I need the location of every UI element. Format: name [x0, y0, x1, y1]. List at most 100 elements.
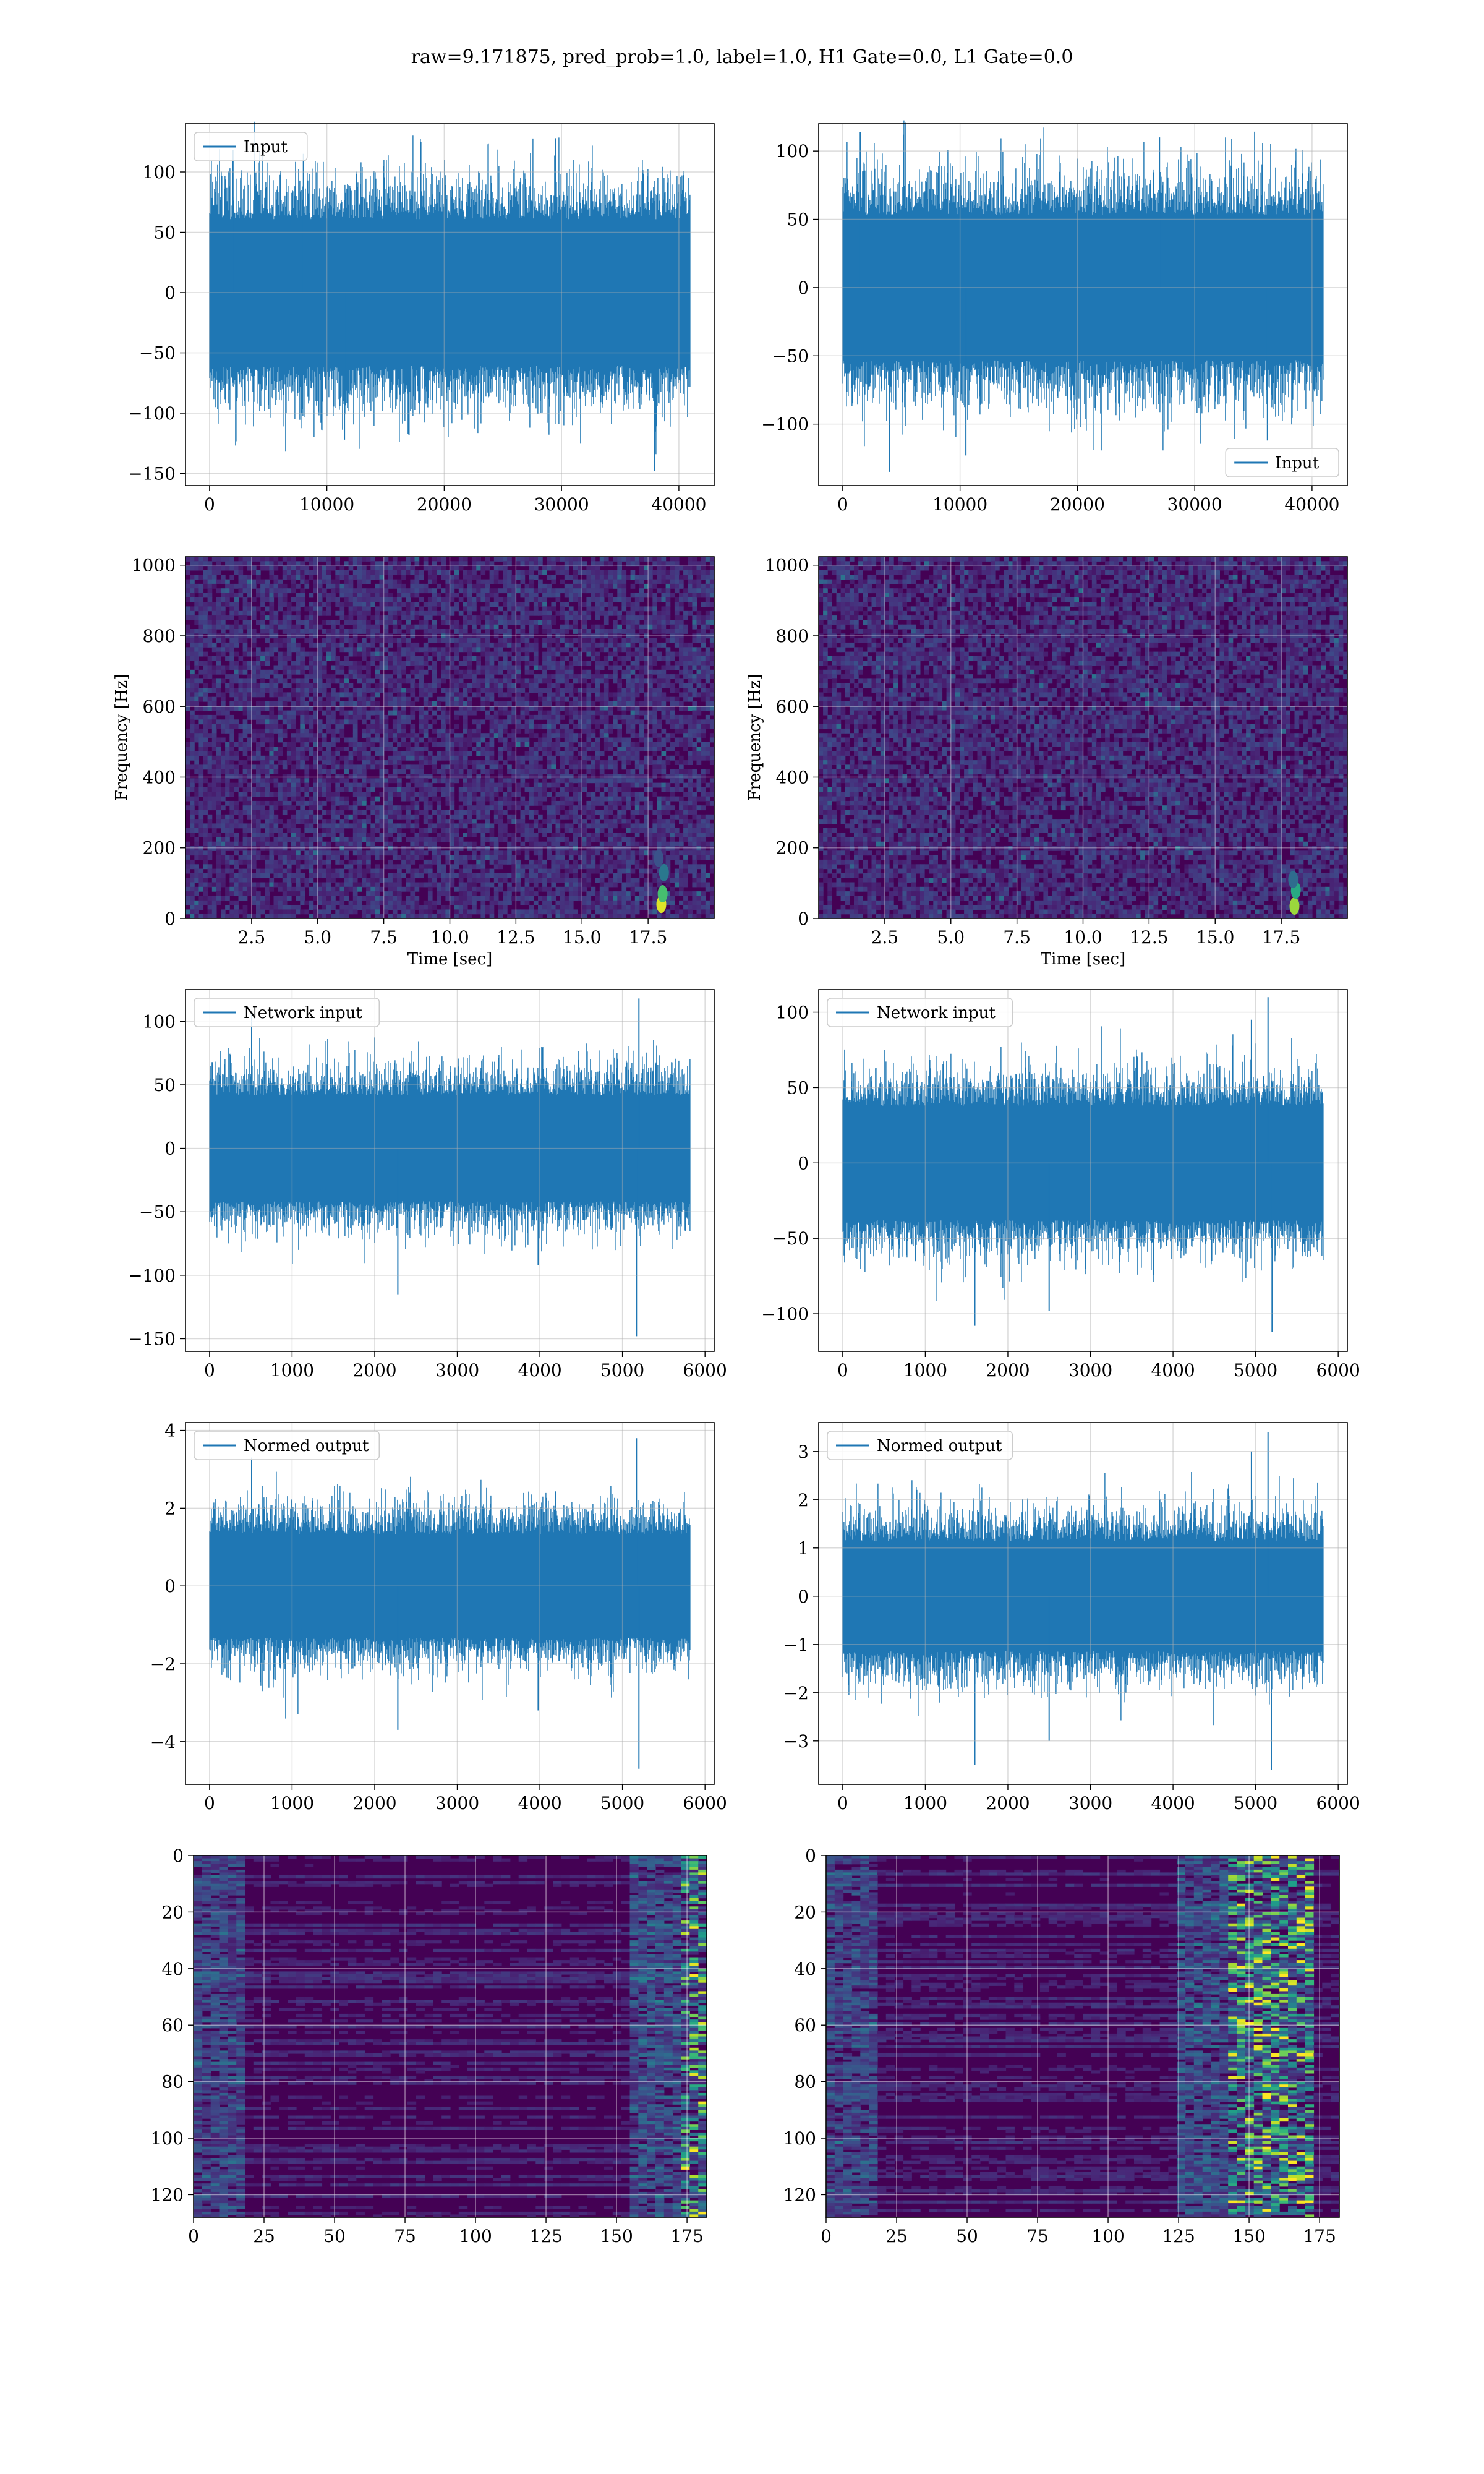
spectrogram-cell: [278, 666, 283, 670]
spectrogram-cell: [234, 905, 239, 910]
spectrogram-cell: [283, 873, 288, 878]
spectrogram-cell: [406, 688, 411, 693]
spectrogram-cell: [397, 787, 402, 792]
spectrogram-cell: [415, 833, 420, 837]
spectrogram-cell: [216, 764, 221, 769]
spectrogram-cell: [494, 805, 499, 810]
spectrogram-cell: [397, 837, 402, 842]
spectrogram-cell: [208, 666, 213, 670]
spectrogram-cell: [239, 724, 244, 729]
spectrogram-cell: [296, 864, 301, 869]
spectrogram-cell: [476, 846, 481, 851]
spectrogram-cell: [322, 896, 327, 901]
spectrogram-cell: [494, 597, 499, 602]
spectrogram-cell: [208, 701, 213, 706]
spectrogram-cell: [529, 729, 534, 734]
spectrogram-cell: [542, 783, 547, 788]
spectrogram-cell: [239, 778, 244, 783]
spectrogram-cell: [229, 774, 234, 779]
spectrogram-cell: [480, 688, 485, 693]
spectrogram-cell: [221, 678, 226, 683]
spectrogram-cell: [265, 606, 270, 611]
spectrogram-cell: [507, 606, 512, 611]
spectrogram-cell: [406, 647, 411, 652]
spectrogram-cell: [278, 883, 283, 888]
spectrogram-cell: [198, 566, 203, 571]
spectrogram-cell: [529, 611, 534, 616]
spectrogram-cell: [260, 683, 265, 688]
spectrogram-cell: [370, 625, 375, 630]
spectrogram-cell: [239, 638, 244, 643]
spectrogram-cell: [467, 783, 472, 788]
spectrogram-cell: [291, 860, 296, 865]
spectrogram-cell: [283, 905, 288, 910]
spectrogram-cell: [186, 909, 190, 914]
spectrogram-cell: [454, 901, 459, 905]
spectrogram-cell: [467, 611, 472, 616]
spectrogram-cell: [186, 692, 190, 697]
spectrogram-cell: [437, 751, 441, 756]
spectrogram-cell: [283, 901, 288, 905]
spectrogram-cell: [521, 828, 526, 833]
spectrogram-cell: [344, 688, 349, 693]
spectrogram-cell: [463, 661, 468, 666]
spectrogram-cell: [349, 864, 354, 869]
spectrogram-cell: [274, 883, 279, 888]
spectrogram-cell: [339, 778, 344, 783]
spectrogram-cell: [318, 719, 323, 724]
spectrogram-cell: [239, 846, 244, 851]
spectrogram-cell: [521, 588, 526, 593]
spectrogram-cell: [291, 855, 296, 860]
spectrogram-cell: [296, 883, 301, 888]
spectrogram-cell: [274, 905, 279, 910]
spectrogram-cell: [186, 769, 190, 774]
spectrogram-cell: [357, 873, 362, 878]
spectrogram-cell: [375, 566, 380, 571]
spectrogram-cell: [287, 666, 292, 670]
spectrogram-cell: [239, 666, 244, 670]
spectrogram-cell: [397, 683, 402, 688]
spectrogram-cell: [274, 701, 279, 706]
spectrogram-cell: [375, 747, 380, 751]
spectrogram-cell: [521, 756, 526, 761]
spectrogram-cell: [410, 792, 415, 797]
spectrogram-cell: [538, 850, 543, 855]
spectrogram-cell: [198, 719, 203, 724]
spectrogram-cell: [401, 719, 406, 724]
spectrogram-cell: [357, 588, 362, 593]
spectrogram-cell: [260, 842, 265, 847]
spectrogram-cell: [525, 823, 530, 828]
spectrogram-cell: [432, 850, 437, 855]
spectrogram-cell: [494, 688, 499, 693]
spectrogram-cell: [463, 751, 468, 756]
spectrogram-cell: [415, 764, 420, 769]
spectrogram-cell: [269, 823, 274, 828]
spectrogram-cell: [370, 738, 375, 743]
spectrogram-cell: [291, 557, 296, 562]
spectrogram-cell: [256, 842, 261, 847]
spectrogram-cell: [485, 760, 490, 765]
spectrogram-cell: [186, 629, 190, 634]
spectrogram-cell: [498, 828, 503, 833]
spectrogram-cell: [534, 647, 539, 652]
spectrogram-cell: [507, 593, 512, 598]
spectrogram-cell: [344, 815, 349, 820]
spectrogram-cell: [375, 719, 380, 724]
spectrogram-cell: [353, 905, 358, 910]
spectrogram-cell: [229, 666, 234, 670]
spectrogram-cell: [441, 778, 446, 783]
spectrogram-cell: [480, 850, 485, 855]
spectrogram-cell: [467, 801, 472, 806]
spectrogram-cell: [485, 661, 490, 666]
spectrogram-cell: [216, 688, 221, 693]
spectrogram-cell: [490, 611, 495, 616]
spectrogram-cell: [287, 855, 292, 860]
spectrogram-cell: [485, 805, 490, 810]
spectrogram-cell: [190, 638, 195, 643]
spectrogram-cell: [309, 638, 314, 643]
spectrogram-cell: [353, 557, 358, 562]
spectrogram-cell: [384, 638, 389, 643]
spectrogram-cell: [283, 792, 288, 797]
spectrogram-cell: [216, 823, 221, 828]
spectrogram-cell: [529, 688, 534, 693]
